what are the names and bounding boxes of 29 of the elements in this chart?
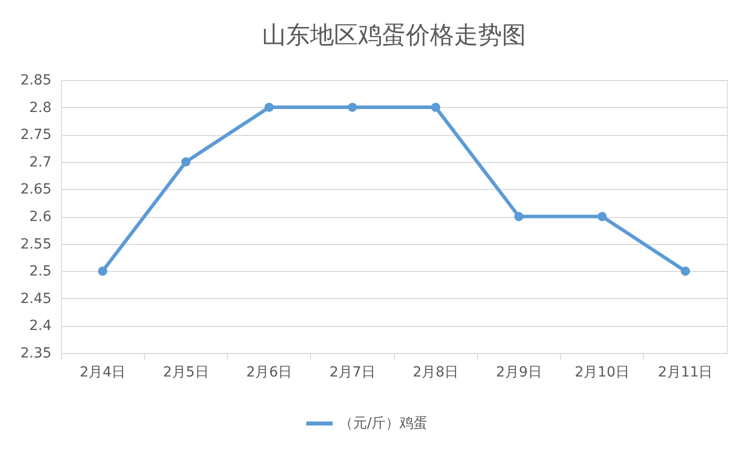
x-tick-label: 2月4日 <box>80 364 126 380</box>
y-tick-label: 2.6 <box>29 209 52 225</box>
x-tick-label: 2月7日 <box>329 364 376 380</box>
point <box>680 266 690 276</box>
y-tick-label: 2.55 <box>20 236 52 252</box>
x-tick-label: 2月11日 <box>658 364 713 380</box>
point <box>181 157 190 166</box>
point <box>264 102 274 112</box>
chart-title: 山东地区鸡蛋价格走势图 <box>262 21 526 49</box>
y-tick-label: 2.5 <box>29 264 52 280</box>
y-tick-label: 2.4 <box>29 318 52 334</box>
x-tick-label: 2月6日 <box>246 364 292 380</box>
x-tick-label: 2月8日 <box>412 364 459 380</box>
legend-label: （元/斤）鸡蛋 <box>339 416 428 432</box>
x-tick-label: 2月5日 <box>162 364 209 380</box>
point <box>514 212 524 222</box>
x-tick-label: 2月10日 <box>574 364 630 380</box>
x-tick-label: 2月9日 <box>496 364 542 380</box>
y-tick-label: 2.35 <box>20 346 52 362</box>
y-tick-label: 2.8 <box>29 100 52 116</box>
y-tick-label: 2.85 <box>20 72 52 88</box>
point <box>98 266 108 276</box>
y-tick-label: 2.7 <box>29 154 52 170</box>
y-tick-label: 2.45 <box>20 290 52 307</box>
point <box>598 212 607 222</box>
y-tick-label: 2.65 <box>20 182 52 198</box>
y-tick-label: 2.75 <box>20 127 52 144</box>
point <box>431 102 440 112</box>
point <box>348 102 357 112</box>
